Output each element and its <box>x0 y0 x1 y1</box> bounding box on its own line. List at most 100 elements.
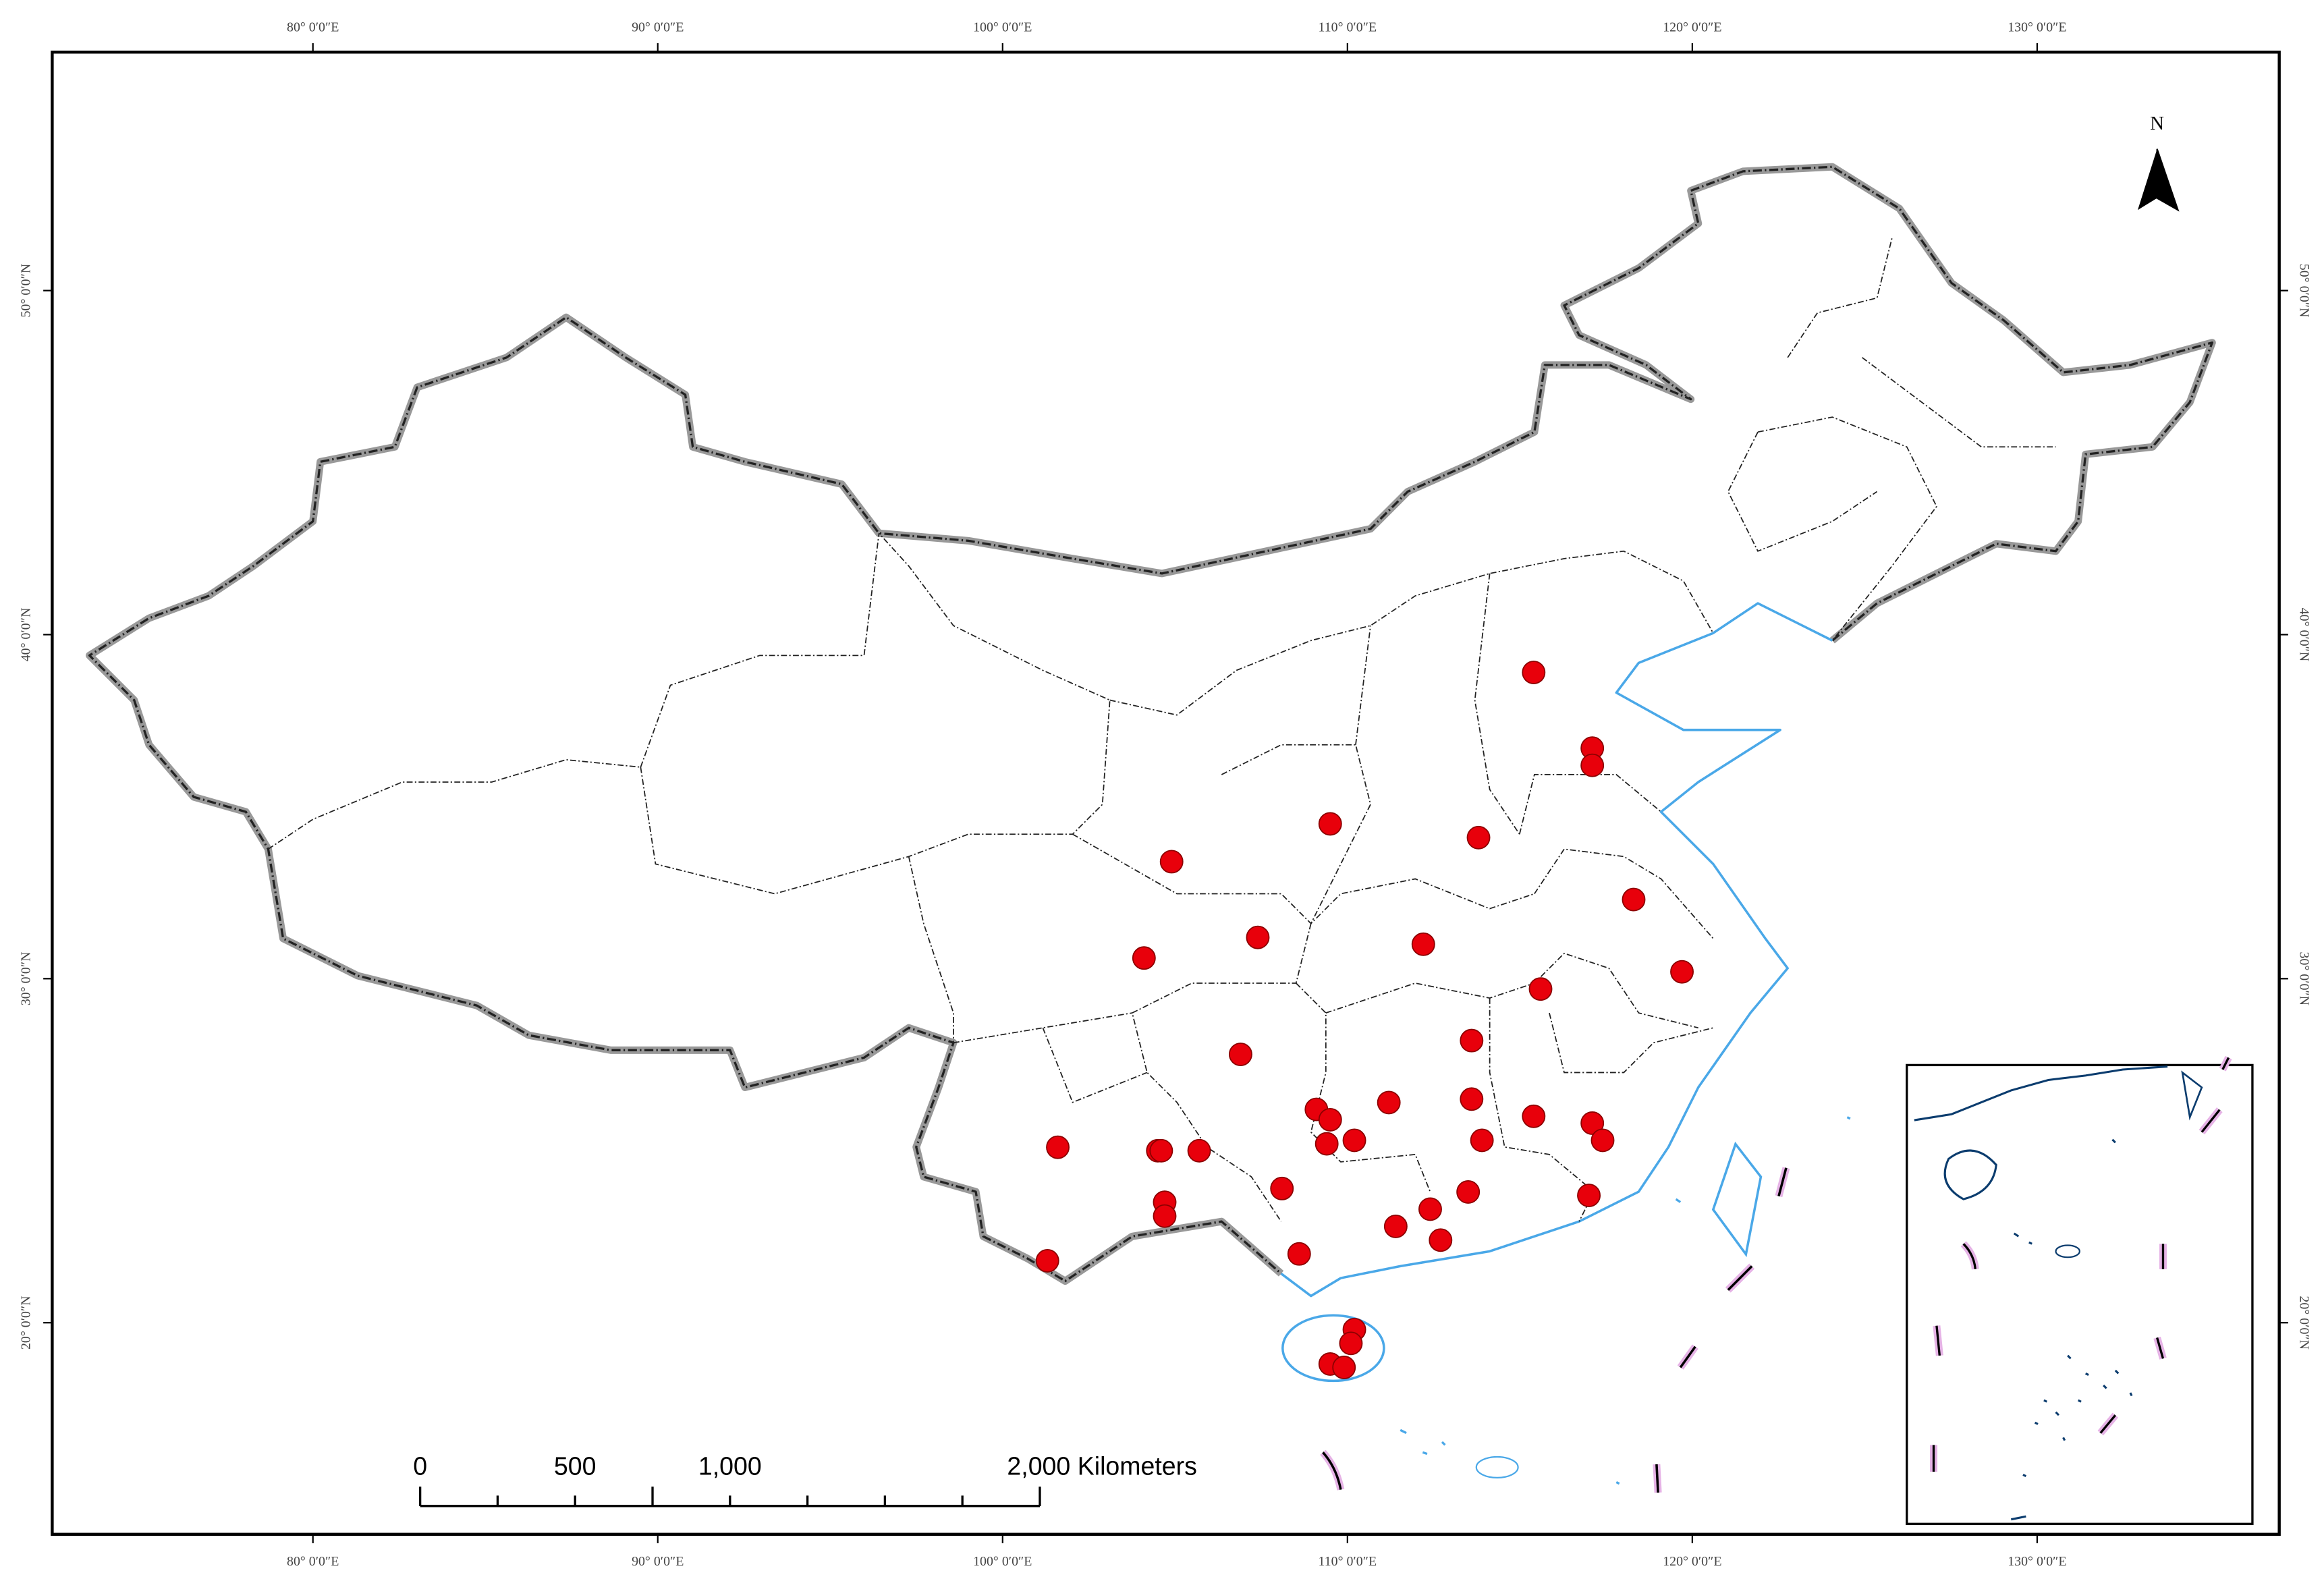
site-point <box>1035 1248 1059 1273</box>
site-point <box>1377 1090 1401 1115</box>
site-point <box>1411 932 1435 956</box>
lon-tick-label: 110° 0′0″E <box>1319 1554 1377 1569</box>
site-point <box>1522 1104 1546 1128</box>
scale-label: 1,000 <box>698 1451 762 1480</box>
site-point <box>1460 1028 1484 1053</box>
islands <box>1400 1116 1851 1485</box>
islands <box>1475 1456 1519 1478</box>
site-point <box>1466 825 1491 850</box>
north-arrow-left <box>2137 148 2157 211</box>
map-frame <box>51 51 2281 1536</box>
lat-tick-label: 20° 0′0″N <box>2297 1296 2312 1350</box>
site-point <box>1460 1087 1484 1111</box>
site-point <box>1383 1215 1408 1238</box>
north-label: N <box>2150 113 2164 134</box>
site-point <box>1339 1331 1363 1356</box>
lat-tick-label: 40° 0′0″N <box>2297 608 2312 662</box>
province-boundary <box>1131 923 1312 1222</box>
lon-tick-label: 80° 0′0″E <box>287 1554 339 1569</box>
taiwan <box>1711 1141 1763 1258</box>
site-point <box>1332 1356 1356 1379</box>
site-point <box>1287 1242 1311 1266</box>
scale-bar: 0 500 1,000 2,000 Kilometers <box>413 1451 1197 1507</box>
province-boundaries <box>267 238 2056 1222</box>
land-border <box>88 165 2213 1283</box>
inset-islands <box>2055 1244 2080 1258</box>
lat-tick-label: 20° 0′0″N <box>18 1296 33 1350</box>
site-point <box>1670 960 1694 984</box>
province-boundary <box>267 758 641 850</box>
province-boundary <box>953 1012 1148 1103</box>
province-boundary <box>640 532 1111 895</box>
north-arrow: N <box>2137 113 2180 212</box>
site-point <box>1456 1180 1481 1204</box>
site-point <box>1528 977 1553 1001</box>
site-point <box>1246 925 1270 949</box>
scale-ticks <box>418 1487 1041 1506</box>
coastline <box>1280 602 1833 1298</box>
lon-tick-label: 90° 0′0″E <box>632 1554 684 1569</box>
lon-tick-label: 90° 0′0″E <box>632 20 684 34</box>
province-boundary <box>1787 238 2056 448</box>
lat-tick-label: 50° 0′0″N <box>18 264 33 318</box>
site-point <box>1149 1138 1173 1163</box>
site-point <box>1270 1176 1294 1200</box>
site-point <box>1590 1128 1615 1153</box>
site-point <box>1046 1135 1070 1159</box>
province-boundary <box>908 856 954 1043</box>
province-boundary <box>1072 833 1535 924</box>
lat-tick-label: 30° 0′0″N <box>18 952 33 1006</box>
site-point <box>1318 1107 1342 1132</box>
inset-frame <box>1906 1063 2254 1525</box>
site-point <box>1577 1184 1601 1207</box>
site-point <box>1228 1043 1252 1066</box>
lon-tick-label: 100° 0′0″E <box>973 20 1032 34</box>
lon-tick-label: 120° 0′0″E <box>1663 20 1721 34</box>
inset-dashes <box>1932 1057 2230 1472</box>
inset-coast <box>1914 1065 2168 1121</box>
site-point <box>1132 946 1156 970</box>
inset-hainan <box>1943 1149 1997 1200</box>
land <box>89 167 2213 1296</box>
lat-tick-label: 40° 0′0″N <box>18 608 33 662</box>
site-point <box>1522 661 1546 684</box>
north-arrow-right <box>2156 148 2180 212</box>
site-point <box>1580 1111 1605 1135</box>
lon-tick-label: 130° 0′0″E <box>2008 20 2066 34</box>
site-point <box>1318 812 1342 836</box>
inset-islands <box>2010 1138 2133 1521</box>
site-point <box>1580 753 1605 777</box>
lon-tick-label: 130° 0′0″E <box>2008 1554 2066 1569</box>
province-boundary <box>1296 952 1698 1192</box>
site-point <box>1315 1132 1339 1156</box>
country <box>86 163 2216 1485</box>
site-point <box>1470 1128 1494 1153</box>
site-point <box>1153 1204 1177 1228</box>
site-point <box>1187 1138 1211 1163</box>
lon-tick-label: 120° 0′0″E <box>1663 1554 1721 1569</box>
site-point <box>1429 1228 1453 1252</box>
lon-tick-label: 110° 0′0″E <box>1319 20 1377 34</box>
site-point <box>1342 1128 1366 1153</box>
province-boundary <box>1109 550 1714 716</box>
province-boundary <box>1727 416 1937 641</box>
lon-tick-label: 100° 0′0″E <box>973 1554 1032 1569</box>
scale-label: 2,000 Kilometers <box>1007 1451 1197 1480</box>
site-point <box>1418 1197 1442 1221</box>
scale-label: 500 <box>554 1451 597 1480</box>
province-boundary <box>1221 744 1371 924</box>
inset-map <box>1906 1055 2254 1525</box>
nine-dash-line <box>1320 1167 1790 1493</box>
province-boundary <box>640 533 880 768</box>
site-point <box>1159 850 1184 874</box>
lat-tick-label: 50° 0′0″N <box>2297 264 2312 318</box>
site-point <box>1622 887 1646 912</box>
inset-taiwan <box>2181 1070 2203 1121</box>
lon-tick-label: 80° 0′0″E <box>287 20 339 34</box>
province-boundary <box>1355 573 1520 835</box>
lat-tick-label: 30° 0′0″N <box>2297 952 2312 1006</box>
scale-label: 0 <box>413 1451 427 1480</box>
province-boundary <box>1518 774 1714 939</box>
